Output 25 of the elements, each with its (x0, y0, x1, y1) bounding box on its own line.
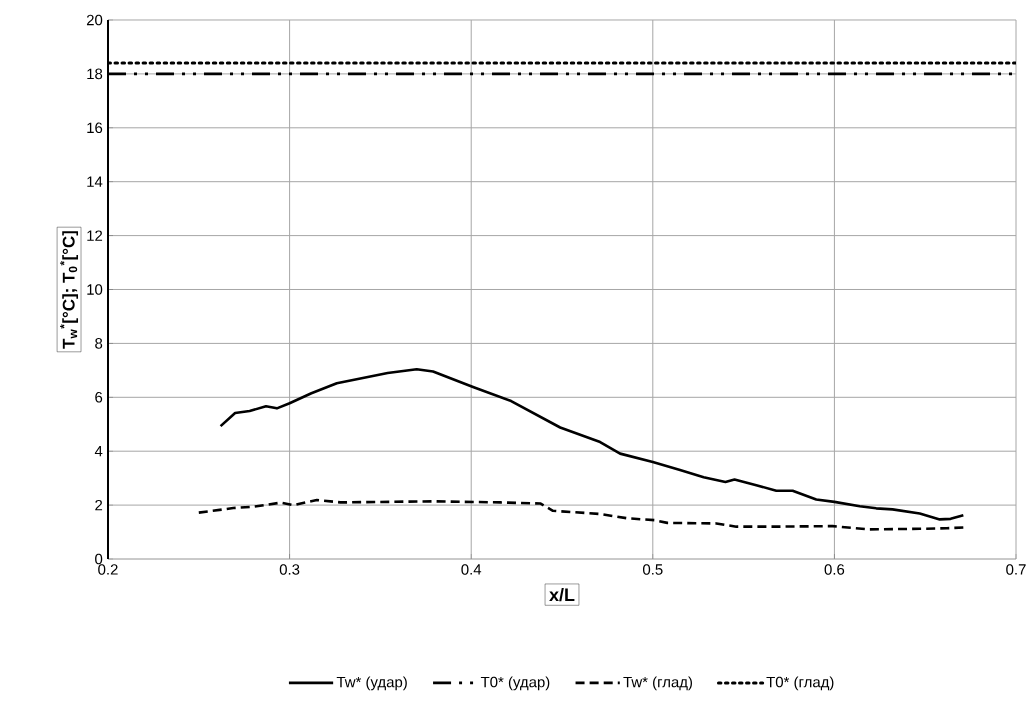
x-tick-label: 0.5 (643, 564, 663, 575)
x-tick-label: 0.7 (1006, 564, 1026, 575)
x-tick-label: 0.6 (824, 564, 845, 575)
y-tick-label: 14 (87, 176, 103, 187)
legend-label: T0* (глад) (766, 676, 834, 691)
y-axis-title: T$_{w}$$^{*}$[°C]; T$_{0}$$^{*}$[°C] (60, 231, 79, 349)
y-tick-label: 0 (95, 553, 103, 565)
x-tick-label: 0.4 (461, 564, 482, 575)
line-series (219, 367, 965, 521)
y-tick-label: 20 (86, 14, 103, 26)
line-series (197, 498, 965, 531)
legend-label: Tw* (удар) (336, 676, 407, 691)
legend-label: Tw* (глад) (623, 676, 693, 691)
y-tick-label: 2 (95, 499, 103, 511)
y-tick-label: 6 (95, 392, 103, 403)
x-tick-label: 0.2 (98, 564, 118, 575)
y-tick-label: 4 (94, 446, 103, 457)
y-tick-label: 8 (95, 338, 103, 349)
y-tick-label: 18 (87, 68, 103, 80)
legend-label: T0* (удар) (480, 676, 550, 691)
y-tick-label: 10 (87, 284, 103, 295)
x-tick-label: 0.3 (279, 564, 300, 575)
y-tick-label: 16 (87, 122, 103, 134)
x-axis-title: x/L (549, 587, 575, 602)
y-tick-label: 12 (87, 230, 103, 241)
